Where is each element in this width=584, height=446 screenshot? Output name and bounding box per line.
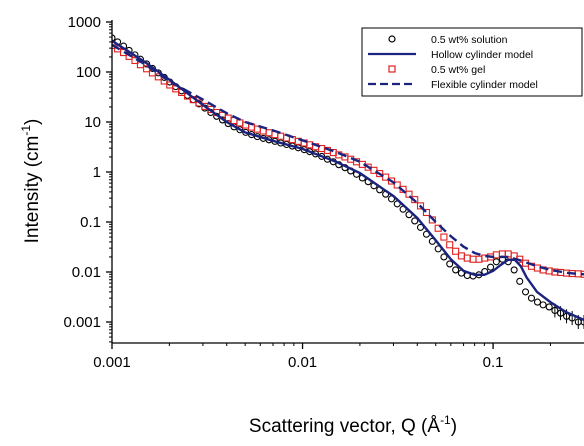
gel-point — [277, 132, 285, 140]
plot-area — [112, 34, 584, 329]
x-tick-label: 0.01 — [288, 354, 317, 371]
solution-point — [557, 309, 565, 317]
gel-point — [387, 177, 396, 185]
gel-point — [446, 241, 454, 249]
legend: 0.5 wt% solution Hollow cylinder model 0.5… — [361, 27, 583, 97]
gel-point — [166, 81, 174, 89]
gel-point — [469, 255, 477, 263]
gel-point — [440, 233, 448, 241]
gel-point — [463, 254, 471, 262]
axes: 0.001 0.01 0.1 0.001 0.01 0.1 1 10 100 1000 — [63, 14, 584, 371]
x-axis-title: Scattering vector, Q (Å-1) — [249, 413, 457, 437]
y-axis-title: Intensity (cm-1) — [19, 119, 43, 244]
x-tick-label: 0.001 — [93, 354, 131, 371]
gel-point — [492, 251, 500, 259]
gel-point — [125, 52, 133, 60]
y-tick-label: 1000 — [68, 14, 101, 31]
legend-label: 0.5 wt% gel — [431, 64, 485, 76]
legend-label: 0.5 wt% solution — [431, 34, 508, 46]
y-tick-label: 100 — [76, 64, 101, 81]
solution-point — [533, 298, 542, 306]
solution-point — [521, 288, 530, 296]
solution-point — [580, 318, 584, 326]
solution-point — [545, 303, 553, 311]
y-tick-label: 1 — [93, 164, 101, 181]
y-tick-label: 0.001 — [63, 314, 101, 331]
y-tick-label: 0.1 — [80, 214, 101, 231]
gel-point — [393, 181, 401, 189]
flexible-cylinder-line — [112, 43, 584, 276]
solution-point — [510, 266, 518, 274]
solution-point — [527, 294, 536, 302]
gel-point — [574, 270, 582, 278]
solution-point — [440, 253, 448, 261]
series — [112, 39, 584, 321]
legend-swatch-square — [388, 65, 396, 73]
gel-point — [422, 208, 431, 217]
legend-label: Hollow cylinder model — [431, 49, 533, 61]
solution-point — [411, 217, 419, 225]
y-tick-label: 10 — [84, 114, 101, 131]
gel-point — [265, 129, 273, 137]
y-tick-label: 0.01 — [72, 264, 101, 281]
solution-point — [539, 301, 547, 309]
gel-point — [475, 255, 483, 263]
solution-point — [516, 277, 524, 285]
solution-point — [487, 263, 495, 271]
solution-point — [446, 260, 454, 268]
solution-point — [551, 306, 559, 315]
series — [112, 43, 584, 276]
legend-label: Flexible cylinder model — [431, 79, 538, 91]
hollow-cylinder-line — [112, 39, 584, 321]
solution-point — [492, 258, 500, 266]
gel-point — [382, 173, 390, 181]
solution-point — [112, 34, 116, 42]
legend-swatch-circle — [388, 35, 396, 43]
gel-point — [416, 202, 425, 210]
solution-point — [452, 266, 460, 274]
gel-point — [114, 45, 122, 53]
gel-point — [452, 247, 460, 255]
gel-point — [457, 252, 465, 260]
x-tick-label: 0.1 — [483, 354, 504, 371]
